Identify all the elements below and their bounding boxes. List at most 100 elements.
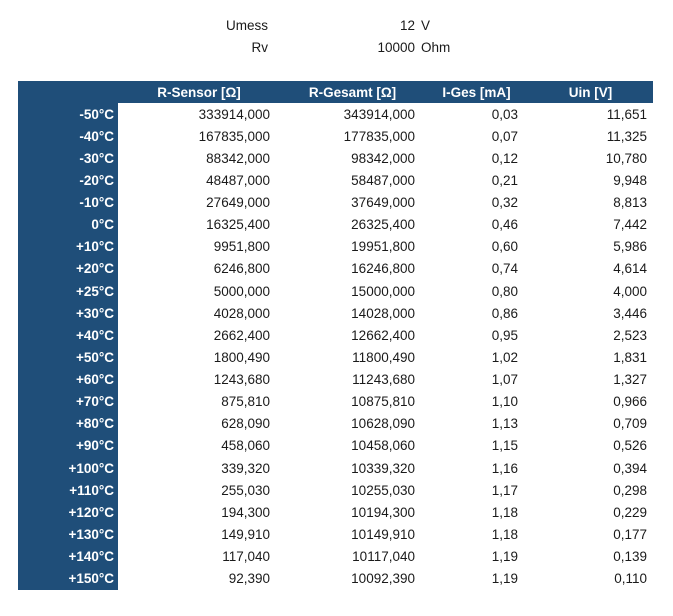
i-ges-cell: 1,17 bbox=[491, 482, 518, 498]
table-row: -20°C 48487,000 58487,000 0,21 9,948 bbox=[18, 169, 653, 192]
i-ges-cell: 0,03 bbox=[491, 106, 518, 122]
uin-cell: 0,526 bbox=[613, 438, 647, 454]
r-sensor-cell: 9951,800 bbox=[213, 239, 270, 255]
table-row: +20°C 6246,800 16246,800 0,74 4,614 bbox=[18, 257, 653, 280]
table-row: -40°C 167835,000 177835,000 0,07 11,325 bbox=[18, 125, 653, 148]
temp-cell: +100°C bbox=[18, 457, 118, 480]
r-gesamt-cell: 10339,320 bbox=[351, 460, 415, 476]
uin-cell: 0,139 bbox=[613, 549, 647, 565]
r-gesamt-cell: 58487,000 bbox=[351, 172, 415, 188]
table-row: 0°C 16325,400 26325,400 0,46 7,442 bbox=[18, 213, 653, 236]
i-ges-cell: 1,19 bbox=[491, 549, 518, 565]
table-row: -30°C 88342,000 98342,000 0,12 10,780 bbox=[18, 147, 653, 170]
table-row: +100°C 339,320 10339,320 1,16 0,394 bbox=[18, 457, 653, 480]
uin-cell: 3,446 bbox=[613, 305, 647, 321]
table-row: +50°C 1800,490 11800,490 1,02 1,831 bbox=[18, 346, 653, 369]
r-sensor-cell: 92,390 bbox=[228, 571, 270, 587]
uin-cell: 11,325 bbox=[606, 128, 647, 144]
uin-cell: 8,813 bbox=[613, 195, 647, 211]
r-sensor-cell: 48487,000 bbox=[206, 172, 270, 188]
i-ges-cell: 0,46 bbox=[491, 217, 518, 233]
uin-cell: 0,177 bbox=[613, 526, 647, 542]
i-ges-cell: 0,12 bbox=[491, 150, 518, 166]
r-gesamt-cell: 37649,000 bbox=[351, 195, 415, 211]
rv-value: 10000 bbox=[377, 39, 415, 55]
r-gesamt-cell: 12662,400 bbox=[351, 327, 415, 343]
uin-cell: 0,229 bbox=[613, 504, 647, 520]
r-sensor-cell: 16325,400 bbox=[206, 217, 270, 233]
uin-cell: 0,298 bbox=[613, 482, 647, 498]
r-sensor-cell: 1243,680 bbox=[213, 372, 270, 388]
r-sensor-cell: 1800,490 bbox=[213, 349, 270, 365]
uin-cell: 0,394 bbox=[613, 460, 647, 476]
temp-cell: +120°C bbox=[18, 501, 118, 524]
temp-cell: +150°C bbox=[18, 567, 118, 590]
rv-label: Rv bbox=[251, 39, 269, 55]
i-ges-cell: 1,19 bbox=[491, 571, 518, 587]
r-sensor-cell: 458,060 bbox=[221, 438, 270, 454]
temp-cell: +40°C bbox=[18, 324, 118, 347]
i-ges-cell: 1,10 bbox=[491, 394, 518, 410]
temp-cell: +10°C bbox=[18, 235, 118, 258]
uin-cell: 4,614 bbox=[613, 261, 647, 277]
r-gesamt-cell: 98342,000 bbox=[351, 150, 415, 166]
temp-cell: +20°C bbox=[18, 257, 118, 280]
i-ges-cell: 0,32 bbox=[491, 195, 518, 211]
r-gesamt-cell: 177835,000 bbox=[343, 128, 415, 144]
temp-cell: -10°C bbox=[18, 191, 118, 214]
temp-cell: +70°C bbox=[18, 390, 118, 413]
r-sensor-cell: 194,300 bbox=[221, 504, 270, 520]
r-sensor-cell: 88342,000 bbox=[206, 150, 270, 166]
umess-label: Umess bbox=[225, 17, 268, 33]
uin-cell: 7,442 bbox=[613, 217, 647, 233]
uin-cell: 0,709 bbox=[613, 416, 647, 432]
temp-cell: -30°C bbox=[18, 147, 118, 170]
i-ges-cell: 1,15 bbox=[491, 438, 518, 454]
uin-cell: 1,327 bbox=[613, 372, 647, 388]
table-row: +110°C 255,030 10255,030 1,17 0,298 bbox=[18, 479, 653, 502]
temp-cell: +140°C bbox=[18, 545, 118, 568]
r-sensor-column-header: R-Sensor [Ω] bbox=[157, 84, 241, 100]
r-sensor-cell: 333914,000 bbox=[198, 106, 270, 122]
r-gesamt-cell: 19951,800 bbox=[351, 239, 415, 255]
r-gesamt-cell: 10875,810 bbox=[351, 394, 415, 410]
table-body: -50°C 333914,000 343914,000 0,03 11,651 -40°C… bbox=[18, 103, 653, 590]
r-gesamt-cell: 10628,090 bbox=[351, 416, 415, 432]
i-ges-cell: 0,07 bbox=[491, 128, 518, 144]
r-gesamt-cell: 11800,490 bbox=[352, 349, 415, 365]
rv-unit: Ohm bbox=[421, 39, 451, 55]
r-sensor-cell: 255,030 bbox=[221, 482, 270, 498]
table-header-row: R-Sensor [Ω] R-Gesamt [Ω] I-Ges [mA] Uin… bbox=[18, 81, 653, 103]
i-ges-cell: 1,18 bbox=[491, 504, 518, 520]
r-gesamt-cell: 10255,030 bbox=[351, 482, 415, 498]
r-sensor-cell: 5000,000 bbox=[213, 283, 270, 299]
param-row-rv: Rv 10000 Ohm bbox=[18, 36, 451, 58]
temp-cell: +110°C bbox=[18, 479, 118, 502]
uin-cell: 1,831 bbox=[613, 349, 647, 365]
r-gesamt-cell: 343914,000 bbox=[343, 106, 415, 122]
temp-cell: -40°C bbox=[18, 125, 118, 148]
r-sensor-cell: 6246,800 bbox=[213, 261, 270, 277]
temp-cell: +30°C bbox=[18, 302, 118, 325]
i-ges-column-header: I-Ges [mA] bbox=[442, 84, 511, 100]
temp-cell: -20°C bbox=[18, 169, 118, 192]
r-gesamt-cell: 16246,800 bbox=[351, 261, 415, 277]
i-ges-cell: 0,60 bbox=[491, 239, 518, 255]
i-ges-cell: 1,02 bbox=[491, 349, 518, 365]
uin-cell: 0,110 bbox=[614, 571, 647, 587]
i-ges-cell: 0,95 bbox=[491, 327, 518, 343]
table-row: -50°C 333914,000 343914,000 0,03 11,651 bbox=[18, 103, 653, 126]
table-row: +70°C 875,810 10875,810 1,10 0,966 bbox=[18, 390, 653, 413]
temp-cell: +25°C bbox=[18, 280, 118, 303]
uin-cell: 2,523 bbox=[613, 327, 647, 343]
r-gesamt-cell: 15000,000 bbox=[351, 283, 415, 299]
r-gesamt-cell: 11243,680 bbox=[352, 372, 415, 388]
r-gesamt-cell: 10458,060 bbox=[351, 438, 415, 454]
r-gesamt-cell: 10194,300 bbox=[351, 504, 415, 520]
temp-cell: -50°C bbox=[18, 103, 118, 126]
r-sensor-cell: 117,040 bbox=[222, 549, 270, 565]
r-sensor-cell: 167835,000 bbox=[198, 128, 270, 144]
table-row: +10°C 9951,800 19951,800 0,60 5,986 bbox=[18, 235, 653, 258]
r-gesamt-cell: 14028,000 bbox=[351, 305, 415, 321]
i-ges-cell: 0,21 bbox=[491, 172, 518, 188]
